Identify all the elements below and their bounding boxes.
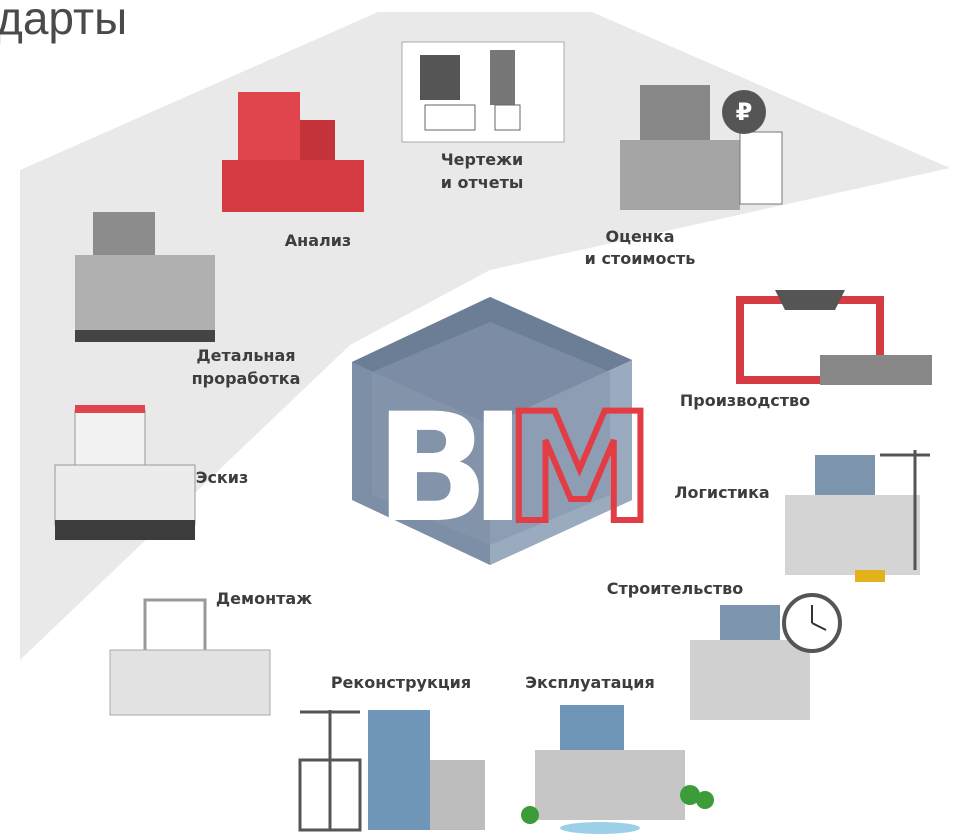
stage-label: Оценка (605, 227, 674, 246)
cost-building: ₽ (620, 85, 782, 210)
logo-letter: M (505, 382, 654, 556)
stage-label: Строительство (607, 579, 744, 598)
price-icon: ₽ (736, 98, 753, 126)
stage-label: Эксплуатация (525, 673, 655, 692)
operation-building (521, 705, 714, 834)
stage-label: Чертежи (441, 150, 524, 169)
stage-label: Эскиз (196, 468, 249, 487)
reconstruction-building (300, 710, 485, 830)
logistics-building (785, 450, 930, 582)
stage-label: Производство (680, 391, 810, 410)
stage-label: Реконструкция (331, 673, 471, 692)
stage-label: Логистика (674, 483, 769, 502)
stage-label: Детальная (196, 346, 295, 365)
bim-logo: B I M (352, 297, 654, 565)
construction-building (690, 595, 840, 720)
demolition-building (110, 600, 270, 715)
stage-label: Демонтаж (216, 589, 312, 608)
drawings-icon (402, 42, 564, 142)
production-icon (740, 290, 932, 385)
stage-label: проработка (192, 369, 301, 388)
page-title: дарты (0, 0, 127, 44)
stage-label: Анализ (285, 231, 351, 250)
stage-label: и отчеты (441, 173, 524, 192)
bim-diagram: дарты B I M ₽ (0, 0, 964, 836)
stage-label: и стоимость (585, 249, 696, 268)
